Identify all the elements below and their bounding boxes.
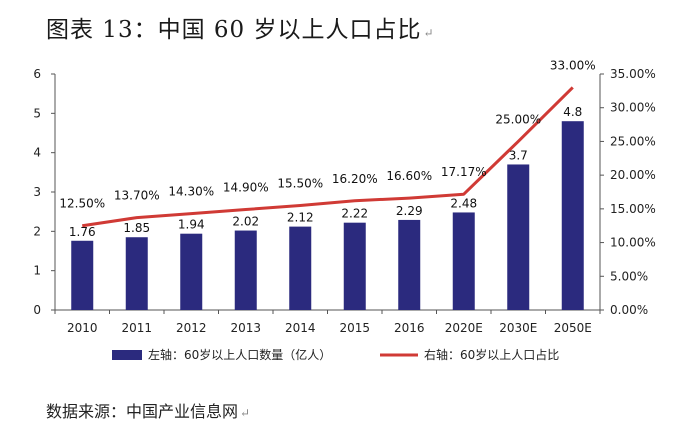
- line-data-label: 16.60%: [386, 169, 432, 183]
- right-axis-tick-label: 10.00%: [610, 236, 656, 250]
- left-axis-tick-label: 4: [33, 146, 41, 160]
- left-axis-tick-label: 6: [33, 67, 41, 81]
- legend-label-line: 右轴：60岁以上人口占比: [424, 347, 559, 362]
- ratio-line: [82, 86, 574, 228]
- left-axis-tick-label: 0: [33, 303, 41, 317]
- x-axis-tick-label: 2011: [121, 321, 152, 335]
- source-note: 数据来源：中国产业信息网 ↵: [46, 398, 250, 422]
- right-axis-tick-label: 0.00%: [610, 303, 648, 317]
- right-axis-tick-label: 30.00%: [610, 101, 656, 115]
- bar-data-label: 3.7: [509, 148, 528, 162]
- return-mark-icon: ↵: [240, 406, 251, 420]
- left-axis-tick-label: 1: [33, 264, 41, 278]
- x-axis-tick-label: 2015: [339, 321, 370, 335]
- x-axis-tick-label: 2030E: [499, 321, 537, 335]
- bar: [452, 212, 475, 310]
- return-mark-icon: ↵: [423, 26, 435, 40]
- source-text: 数据来源：中国产业信息网: [46, 402, 239, 421]
- bar-data-label: 2.02: [232, 215, 259, 229]
- right-axis-tick-label: 25.00%: [610, 134, 656, 148]
- right-axis-tick-label: 15.00%: [610, 202, 656, 216]
- left-axis-tick-label: 2: [33, 224, 41, 238]
- bar: [125, 237, 148, 310]
- line-data-label: 12.50%: [59, 197, 105, 211]
- bar-data-label: 2.22: [341, 207, 368, 221]
- chart-title-text: 图表 13：中国 60 岁以上人口占比: [46, 17, 422, 43]
- line-data-label: 17.17%: [441, 165, 487, 179]
- bar: [180, 233, 203, 310]
- bar-data-label: 1.76: [69, 225, 96, 239]
- bar: [71, 240, 94, 310]
- x-axis-tick-label: 2014: [285, 321, 316, 335]
- line-data-label: 14.30%: [168, 185, 214, 199]
- left-axis-tick-label: 3: [33, 185, 41, 199]
- bar-data-label: 4.8: [563, 105, 582, 119]
- line-data-label: 14.90%: [223, 181, 269, 195]
- chart-title: 图表 13：中国 60 岁以上人口占比 ↵: [46, 10, 435, 44]
- x-axis-tick-label: 2020E: [445, 321, 483, 335]
- bar: [289, 226, 312, 310]
- bar-data-label: 2.12: [287, 211, 314, 225]
- legend-label-bar: 左轴：60岁以上人口数量（亿人）: [148, 347, 331, 362]
- right-axis-tick-label: 5.00%: [610, 269, 648, 283]
- legend-swatch-bar: [112, 350, 142, 360]
- bar: [234, 230, 257, 310]
- line-data-label: 15.50%: [277, 176, 323, 190]
- line-data-label: 33.00%: [550, 58, 596, 72]
- left-axis-tick-label: 5: [33, 106, 41, 120]
- line-data-label: 25.00%: [495, 112, 541, 126]
- bar-data-label: 2.29: [396, 204, 423, 218]
- x-axis-tick-label: 2013: [230, 321, 261, 335]
- bar-data-label: 1.94: [178, 218, 205, 232]
- x-axis-tick-label: 2010: [67, 321, 98, 335]
- x-axis-tick-label: 2016: [394, 321, 425, 335]
- right-axis-tick-label: 35.00%: [610, 67, 656, 81]
- line-data-label: 13.70%: [114, 189, 160, 203]
- x-axis-tick-label: 2050E: [554, 321, 592, 335]
- bar: [343, 222, 366, 310]
- bar: [398, 219, 421, 310]
- right-axis-tick-label: 20.00%: [610, 168, 656, 182]
- line-data-label: 16.20%: [332, 172, 378, 186]
- bar: [507, 164, 530, 310]
- x-axis-tick-label: 2012: [176, 321, 207, 335]
- bar: [561, 121, 584, 310]
- bar-data-label: 2.48: [450, 196, 477, 210]
- bar-data-label: 1.85: [123, 221, 150, 235]
